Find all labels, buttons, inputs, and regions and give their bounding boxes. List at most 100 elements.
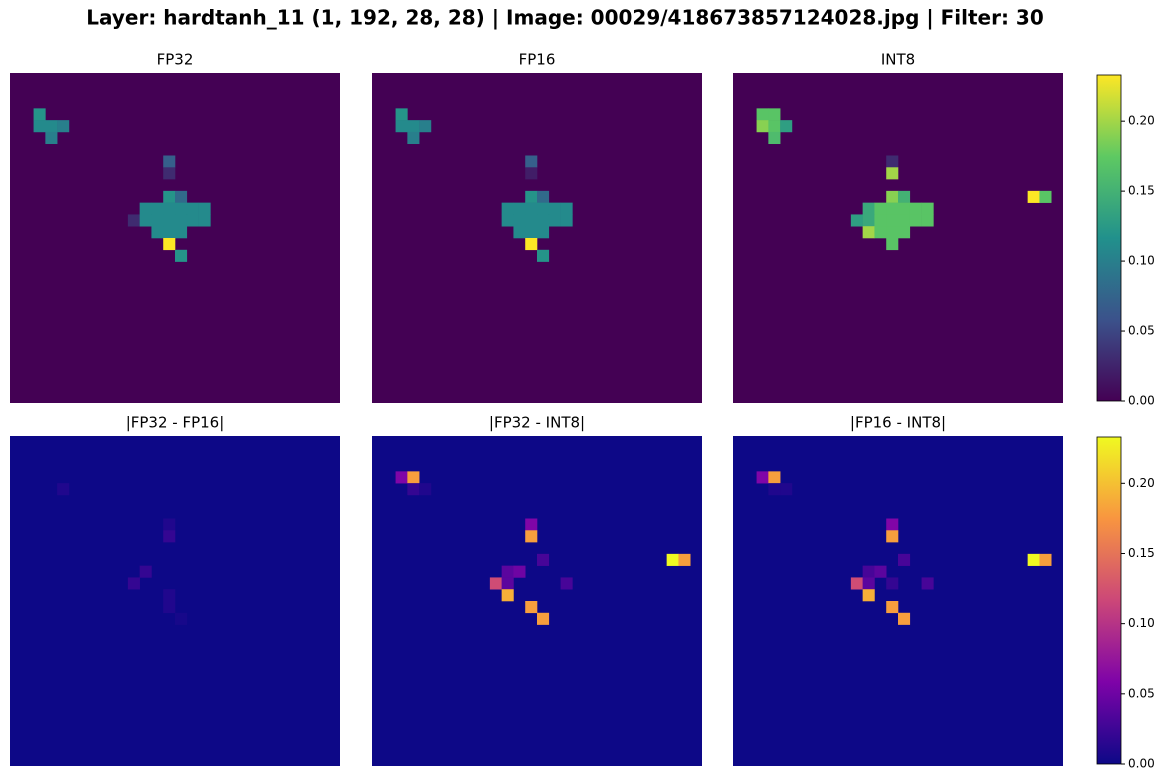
heatmap-cell [850, 214, 863, 227]
figure-title: Layer: hardtanh_11 (1, 192, 28, 28) | Im… [86, 6, 1044, 30]
heatmap-cell [163, 214, 176, 227]
heatmap-cell [175, 202, 188, 215]
heatmap-cell [139, 214, 152, 227]
heatmap-cell [407, 471, 420, 484]
heatmap-cell [175, 249, 188, 262]
heatmap-cell [175, 190, 188, 203]
heatmap-cell [886, 167, 899, 180]
heatmap-cell [45, 131, 58, 145]
heatmap-cell [768, 131, 781, 145]
heatmap-cell [525, 155, 538, 168]
heatmap-cell [898, 612, 911, 625]
heatmap-cell [525, 202, 538, 215]
heatmap-cell [862, 202, 875, 215]
heatmap-cell [151, 214, 164, 227]
heatmap-cell [163, 530, 176, 543]
heatmap-cell [898, 553, 911, 566]
heatmap-cell [33, 120, 46, 133]
heatmap-cell [1039, 190, 1052, 203]
colorbar [1096, 74, 1122, 402]
heatmap-cell [513, 226, 526, 239]
heatmap-cell [501, 202, 514, 215]
heatmap-cell [921, 202, 934, 215]
heatmap-cell [163, 202, 176, 215]
heatmap-cell [525, 167, 538, 180]
heatmap-cell [525, 238, 538, 251]
heatmap-cell [537, 612, 550, 625]
heatmap-cell [560, 577, 573, 590]
colorbar [1096, 436, 1122, 765]
panel-title: |FP32 - INT8| [489, 414, 585, 432]
heatmap-cell [756, 108, 769, 121]
heatmap-cell [768, 108, 781, 121]
heatmap-cell [862, 214, 875, 227]
heatmap-cell [163, 167, 176, 180]
colorbar-tick-label: 0.05 [1128, 686, 1155, 700]
heatmap-cell [525, 214, 538, 227]
heatmap-cell [489, 577, 502, 590]
heatmap-cell [525, 530, 538, 543]
heatmap-cell [163, 601, 176, 614]
panel-title: |FP16 - INT8| [850, 414, 946, 432]
heatmap-cell [33, 108, 46, 121]
heatmap-cell [419, 483, 432, 496]
heatmap-cell [862, 589, 875, 602]
heatmap-cell [501, 565, 514, 578]
heatmap-cell [862, 226, 875, 239]
colorbar-tick-label: 0.20 [1128, 114, 1155, 128]
heatmap-cell [678, 553, 691, 566]
heatmap-cell [525, 518, 538, 531]
heatmap-cell [898, 226, 911, 239]
heatmap-cell [862, 577, 875, 590]
colorbar-tick-label: 0.15 [1128, 546, 1155, 560]
heatmap-cell [756, 120, 769, 133]
heatmap-cell [501, 577, 514, 590]
heatmap-cell [525, 601, 538, 614]
heatmap-cell [666, 553, 679, 566]
heatmap-cell [163, 238, 176, 251]
heatmap-cell [756, 471, 769, 484]
heatmap-cell [395, 471, 408, 484]
colorbar-tick-label: 0.20 [1128, 476, 1155, 490]
heatmap-cell [898, 202, 911, 215]
heatmap-cell [898, 190, 911, 203]
heatmap-cell [921, 577, 934, 590]
heatmap-cell [886, 226, 899, 239]
heatmap-cell [874, 202, 887, 215]
colorbar-tick-label: 0.00 [1128, 757, 1155, 771]
heatmap-cell [874, 226, 887, 239]
heatmap-cell [45, 120, 58, 133]
heatmap-cell [850, 577, 863, 590]
heatmap-cell [525, 226, 538, 239]
heatmap-cell [768, 120, 781, 133]
heatmap-cell [501, 214, 514, 227]
heatmap-cell [139, 565, 152, 578]
heatmap-cell [186, 214, 199, 227]
heatmap-cell [886, 530, 899, 543]
heatmap-cell [886, 202, 899, 215]
heatmap-cell [768, 483, 781, 496]
panel-title: FP32 [157, 51, 194, 69]
heatmap-cell [163, 155, 176, 168]
heatmap-cell [407, 120, 420, 133]
heatmap-cell [175, 226, 188, 239]
heatmap-cell [874, 214, 887, 227]
heatmap-cell [898, 214, 911, 227]
heatmap-cell [780, 483, 793, 496]
heatmap-cell [537, 202, 550, 215]
colorbar-tick-label: 0.15 [1128, 184, 1155, 198]
heatmap-cell [175, 612, 188, 625]
heatmap-cell [163, 190, 176, 203]
heatmap-cell [909, 214, 922, 227]
heatmap-cell [886, 190, 899, 203]
heatmap-cell [886, 214, 899, 227]
heatmap-cell [513, 214, 526, 227]
heatmap-cell [886, 577, 899, 590]
heatmap-cell [537, 226, 550, 239]
heatmap-cell [163, 226, 176, 239]
heatmap-cell [886, 238, 899, 251]
heatmap-cell [407, 483, 420, 496]
heatmap-cell [186, 202, 199, 215]
heatmap-cell [537, 214, 550, 227]
